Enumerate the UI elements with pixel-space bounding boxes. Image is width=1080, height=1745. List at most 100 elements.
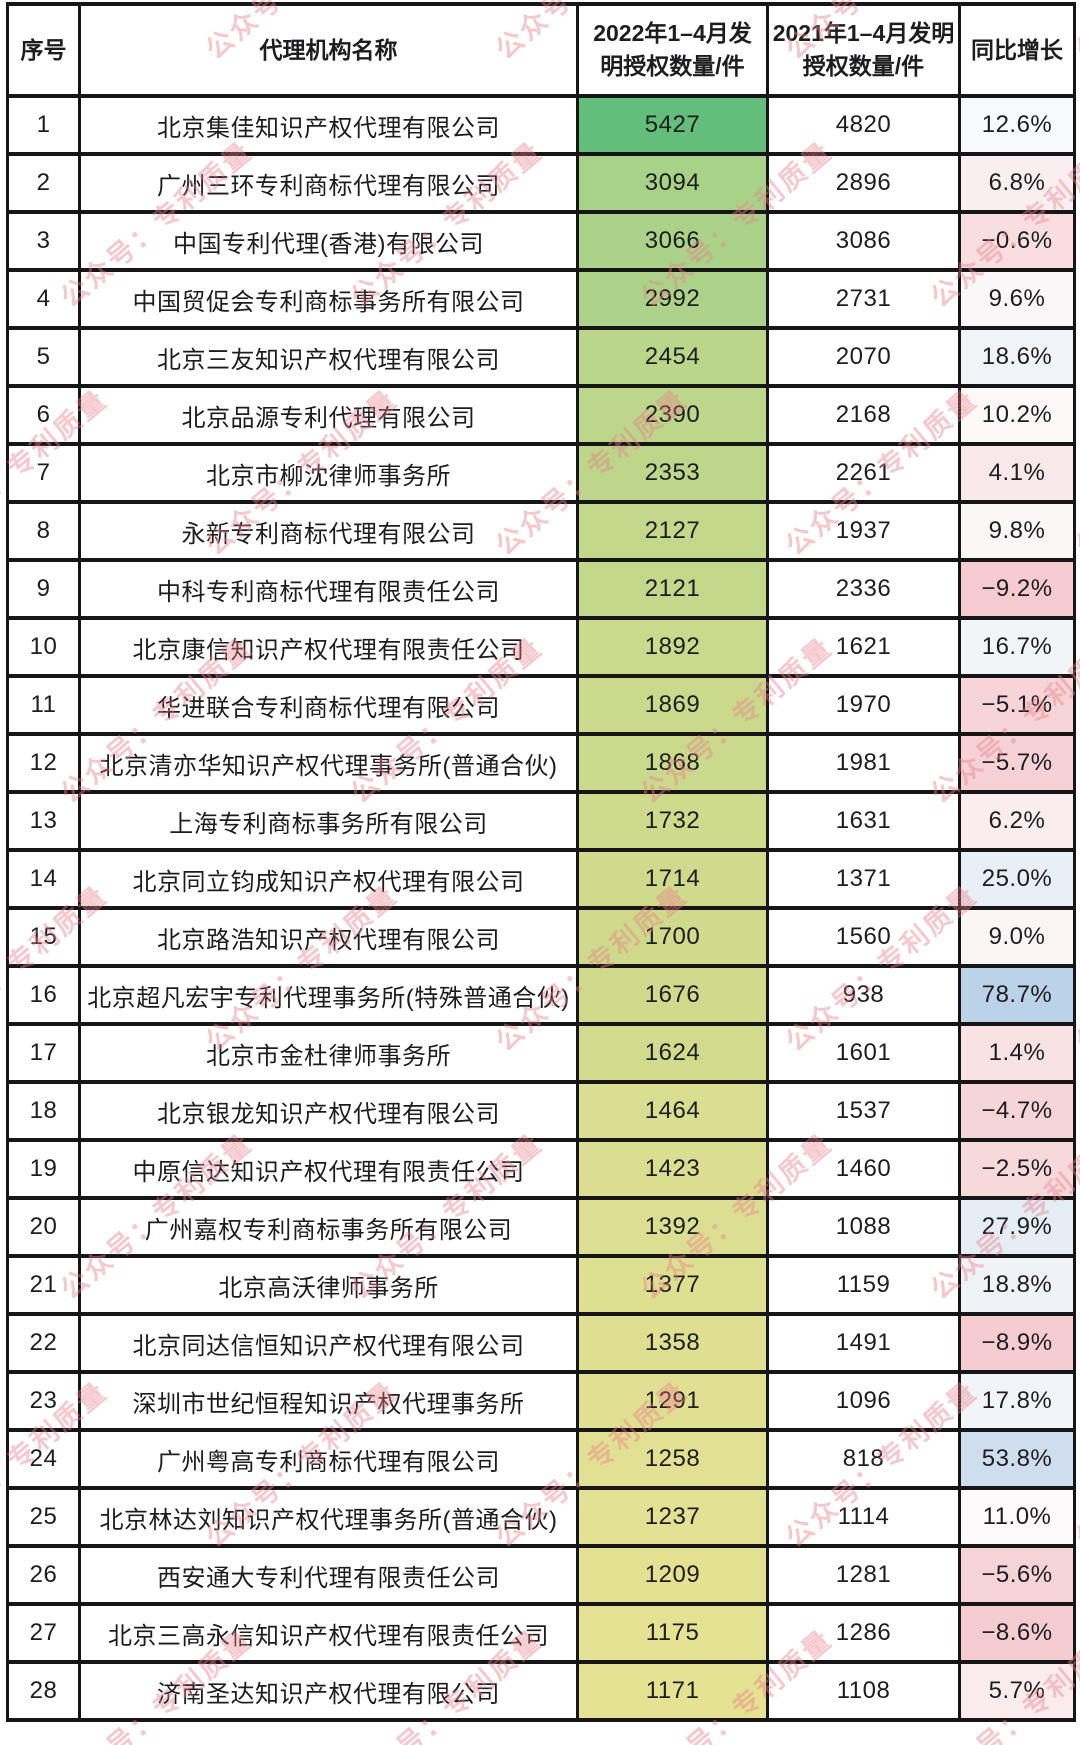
rank-cell: 4 (6, 268, 81, 330)
rank-cell: 20 (6, 1196, 81, 1258)
agency-name-cell: 北京品源专利代理有限公司 (78, 384, 579, 446)
yoy-growth-cell: 6.2% (958, 790, 1076, 852)
agency-name-cell: 中原信达知识产权代理有限责任公司 (78, 1138, 579, 1200)
table-row: 27 北京三高永信知识产权代理有限责任公司 1175 1286 −8.6% (6, 1602, 1076, 1664)
grants-2022-cell: 1358 (576, 1312, 769, 1374)
table-row: 11 华进联合专利商标代理有限公司 1869 1970 −5.1% (6, 674, 1076, 736)
table-row: 21 北京高沃律师事务所 1377 1159 18.8% (6, 1254, 1076, 1316)
grants-2021-cell: 1108 (766, 1660, 961, 1722)
yoy-growth-cell: 53.8% (958, 1428, 1076, 1490)
grants-2022-cell: 1237 (576, 1486, 769, 1548)
rank-cell: 2 (6, 152, 81, 214)
grants-2022-cell: 1732 (576, 790, 769, 852)
grants-2021-cell: 1114 (766, 1486, 961, 1548)
agency-name-cell: 济南圣达知识产权代理有限公司 (78, 1660, 579, 1722)
rank-cell: 16 (6, 964, 81, 1026)
rank-cell: 24 (6, 1428, 81, 1490)
yoy-growth-cell: 18.8% (958, 1254, 1076, 1316)
grants-2021-cell: 1601 (766, 1022, 961, 1084)
grants-2022-cell: 1624 (576, 1022, 769, 1084)
agency-name-cell: 北京市金杜律师事务所 (78, 1022, 579, 1084)
grants-2022-cell: 2127 (576, 500, 769, 562)
rank-cell: 10 (6, 616, 81, 678)
table-body: 1 北京集佳知识产权代理有限公司 5427 4820 12.6% 2 广州三环专利商标代理有… (6, 94, 1076, 1722)
table-row: 23 深圳市世纪恒程知识产权代理事务所 1291 1096 17.8% (6, 1370, 1076, 1432)
grants-2021-cell: 3086 (766, 210, 961, 272)
yoy-growth-cell: 1.4% (958, 1022, 1076, 1084)
grants-2021-cell: 1371 (766, 848, 961, 910)
grants-2022-cell: 1377 (576, 1254, 769, 1316)
grants-2022-cell: 1291 (576, 1370, 769, 1432)
agency-name-cell: 中科专利商标代理有限责任公司 (78, 558, 579, 620)
yoy-growth-cell: 25.0% (958, 848, 1076, 910)
grants-2021-cell: 1631 (766, 790, 961, 852)
rank-cell: 26 (6, 1544, 81, 1606)
agency-name-cell: 北京康信知识产权代理有限责任公司 (78, 616, 579, 678)
grants-2021-cell: 1491 (766, 1312, 961, 1374)
agency-name-cell: 北京高沃律师事务所 (78, 1254, 579, 1316)
yoy-growth-cell: −2.5% (958, 1138, 1076, 1200)
grants-2021-cell: 1981 (766, 732, 961, 794)
table-row: 20 广州嘉权专利商标事务所有限公司 1392 1088 27.9% (6, 1196, 1076, 1258)
col-header-2022-grants: 2022年1–4月发 明授权数量/件 (576, 2, 769, 98)
grants-2021-cell: 2731 (766, 268, 961, 330)
col-header-2021-grants: 2021年1–4月发明 授权数量/件 (766, 2, 961, 98)
rank-cell: 14 (6, 848, 81, 910)
table-row: 16 北京超凡宏宇专利代理事务所(特殊普通合伙) 1676 938 78.7% (6, 964, 1076, 1026)
rank-cell: 6 (6, 384, 81, 446)
yoy-growth-cell: 11.0% (958, 1486, 1076, 1548)
rank-cell: 13 (6, 790, 81, 852)
grants-2022-cell: 2353 (576, 442, 769, 504)
rank-cell: 15 (6, 906, 81, 968)
table-row: 8 永新专利商标代理有限公司 2127 1937 9.8% (6, 500, 1076, 562)
rank-cell: 1 (6, 94, 81, 156)
grants-2022-cell: 1676 (576, 964, 769, 1026)
rank-cell: 27 (6, 1602, 81, 1664)
rank-cell: 19 (6, 1138, 81, 1200)
grants-2022-cell: 2992 (576, 268, 769, 330)
grants-2022-cell: 2121 (576, 558, 769, 620)
agency-name-cell: 广州嘉权专利商标事务所有限公司 (78, 1196, 579, 1258)
table-row: 14 北京同立钧成知识产权代理有限公司 1714 1371 25.0% (6, 848, 1076, 910)
rank-cell: 8 (6, 500, 81, 562)
rank-cell: 22 (6, 1312, 81, 1374)
grants-2022-cell: 1423 (576, 1138, 769, 1200)
header-row: 序号 代理机构名称 2022年1–4月发 明授权数量/件 2021年1–4月发明… (6, 2, 1076, 98)
agency-name-cell: 中国贸促会专利商标事务所有限公司 (78, 268, 579, 330)
grants-2021-cell: 2336 (766, 558, 961, 620)
agency-name-cell: 上海专利商标事务所有限公司 (78, 790, 579, 852)
grants-2022-cell: 1700 (576, 906, 769, 968)
grants-2022-cell: 1869 (576, 674, 769, 736)
table-row: 18 北京银龙知识产权代理有限公司 1464 1537 −4.7% (6, 1080, 1076, 1142)
agency-name-cell: 北京银龙知识产权代理有限公司 (78, 1080, 579, 1142)
yoy-growth-cell: 16.7% (958, 616, 1076, 678)
yoy-growth-cell: −0.6% (958, 210, 1076, 272)
grants-2022-cell: 3094 (576, 152, 769, 214)
table-row: 6 北京品源专利代理有限公司 2390 2168 10.2% (6, 384, 1076, 446)
table-row: 15 北京路浩知识产权代理有限公司 1700 1560 9.0% (6, 906, 1076, 968)
grants-2021-cell: 2896 (766, 152, 961, 214)
table-row: 12 北京清亦华知识产权代理事务所(普通合伙) 1868 1981 −5.7% (6, 732, 1076, 794)
table-row: 22 北京同达信恒知识产权代理有限公司 1358 1491 −8.9% (6, 1312, 1076, 1374)
table-row: 10 北京康信知识产权代理有限责任公司 1892 1621 16.7% (6, 616, 1076, 678)
agency-name-cell: 北京同立钧成知识产权代理有限公司 (78, 848, 579, 910)
yoy-growth-cell: −5.7% (958, 732, 1076, 794)
yoy-growth-cell: 18.6% (958, 326, 1076, 388)
yoy-growth-cell: 17.8% (958, 1370, 1076, 1432)
table-row: 13 上海专利商标事务所有限公司 1732 1631 6.2% (6, 790, 1076, 852)
grants-2021-cell: 938 (766, 964, 961, 1026)
table-row: 7 北京市柳沈律师事务所 2353 2261 4.1% (6, 442, 1076, 504)
grants-2021-cell: 2070 (766, 326, 961, 388)
rank-cell: 18 (6, 1080, 81, 1142)
yoy-growth-cell: 27.9% (958, 1196, 1076, 1258)
rank-cell: 7 (6, 442, 81, 504)
agency-name-cell: 北京林达刘知识产权代理事务所(普通合伙) (78, 1486, 579, 1548)
col-header-rank: 序号 (6, 2, 81, 98)
agency-name-cell: 广州粤高专利商标代理有限公司 (78, 1428, 579, 1490)
grants-2022-cell: 1868 (576, 732, 769, 794)
agency-name-cell: 中国专利代理(香港)有限公司 (78, 210, 579, 272)
yoy-growth-cell: −9.2% (958, 558, 1076, 620)
grants-2021-cell: 1096 (766, 1370, 961, 1432)
table-row: 26 西安通大专利代理有限责任公司 1209 1281 −5.6% (6, 1544, 1076, 1606)
rank-cell: 11 (6, 674, 81, 736)
